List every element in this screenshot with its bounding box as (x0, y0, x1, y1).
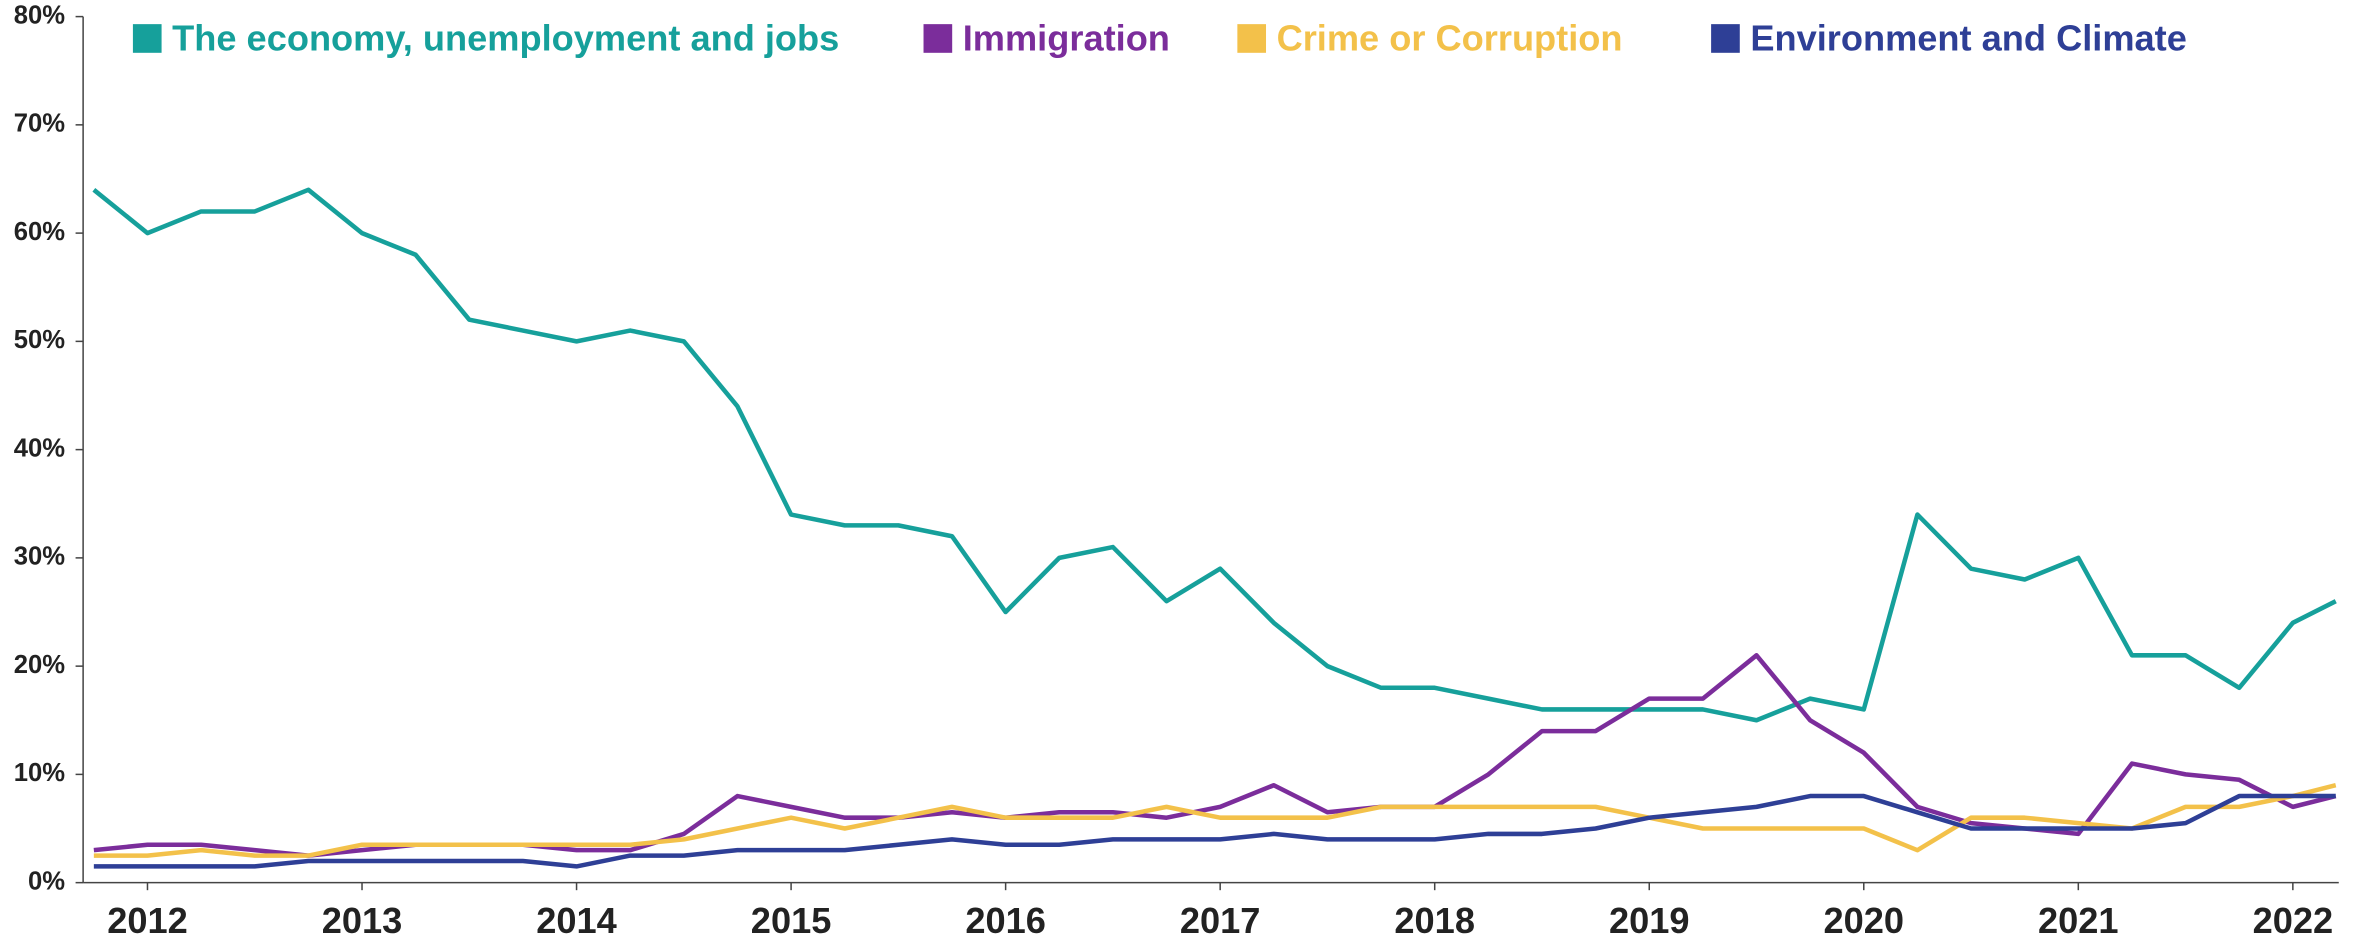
legend-label: Environment and Climate (1750, 17, 2187, 58)
x-tick-label: 2022 (2253, 900, 2334, 941)
legend-label: Crime or Corruption (1277, 17, 1623, 58)
x-tick-label: 2014 (536, 900, 617, 941)
x-tick-label: 2020 (1824, 900, 1905, 941)
x-tick-label: 2017 (1180, 900, 1261, 941)
legend-swatch (923, 24, 953, 53)
series-line (93, 783, 2337, 858)
x-tick-label: 2021 (2038, 900, 2119, 941)
y-tick-label: 60% (14, 218, 66, 246)
x-tick-label: 2018 (1394, 900, 1475, 941)
y-tick-label: 70% (14, 110, 66, 138)
x-tick-label: 2019 (1609, 900, 1690, 941)
series-line (93, 653, 2337, 858)
legend-label: Immigration (963, 17, 1170, 58)
y-tick-label: 20% (14, 651, 66, 679)
y-tick-label: 0% (28, 867, 65, 895)
y-tick-label: 30% (14, 543, 66, 571)
y-tick-label: 50% (14, 326, 66, 354)
y-tick-label: 10% (14, 759, 66, 787)
x-tick-label: 2016 (965, 900, 1046, 941)
legend-swatch (1711, 24, 1740, 53)
legend-label: The economy, unemployment and jobs (172, 17, 839, 58)
x-tick-label: 2012 (107, 900, 188, 941)
y-tick-label: 80% (14, 1, 66, 29)
series-line (93, 793, 2336, 869)
y-tick-label: 40% (14, 434, 66, 462)
x-tick-label: 2015 (751, 900, 832, 941)
x-tick-label: 2013 (322, 900, 403, 941)
legend-swatch (132, 24, 162, 53)
legend-swatch (1237, 24, 1267, 53)
series-line (92, 187, 2337, 723)
